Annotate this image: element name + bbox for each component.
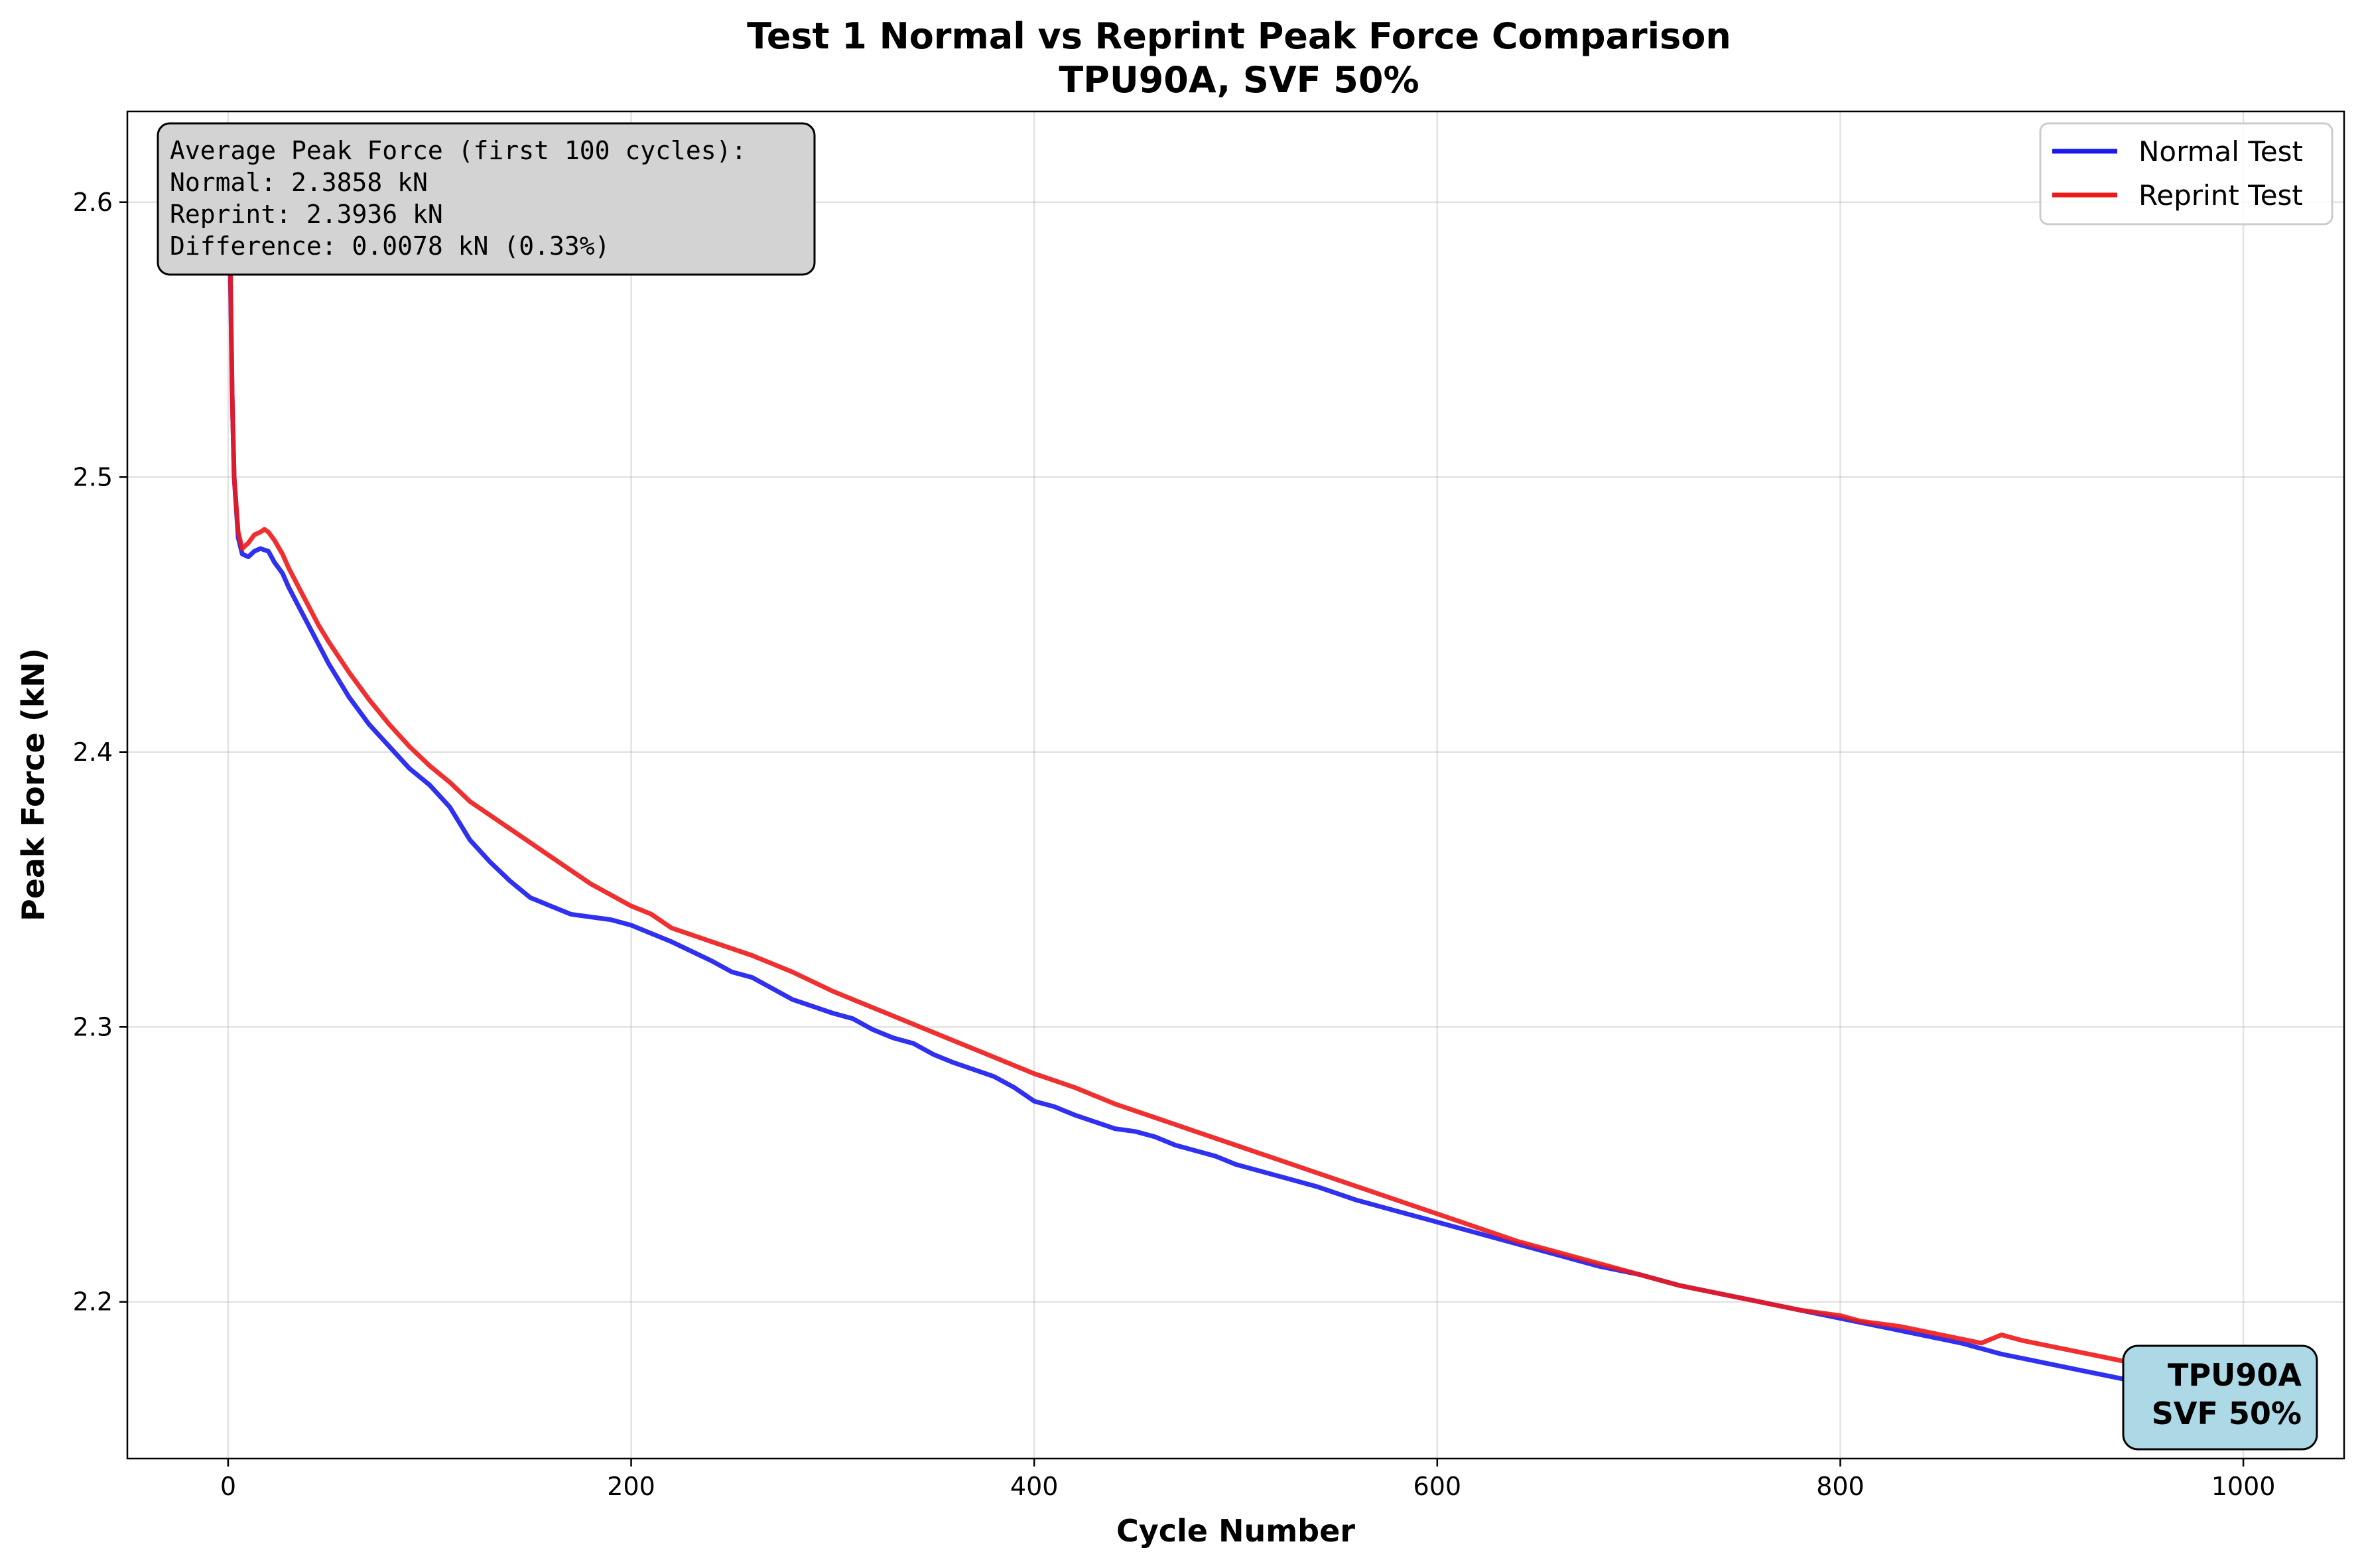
legend-label-reprint: Reprint Test (2138, 179, 2303, 212)
plot-frame (126, 110, 2345, 1460)
y-tick-label: 2.2 (73, 1287, 113, 1317)
stats-line-heading: Average Peak Force (first 100 cycles): (170, 136, 746, 165)
series-line-reprint (226, 145, 2166, 1370)
material-badge: TPU90A SVF 50% (2122, 1344, 2318, 1451)
stats-box: Average Peak Force (first 100 cycles): N… (157, 122, 816, 276)
grid (127, 111, 2344, 1459)
stats-line-difference: Difference: 0.0078 kN (0.33%) (170, 231, 610, 261)
y-tick-label: 2.6 (73, 188, 113, 217)
x-tick-label: 400 (1010, 1472, 1059, 1501)
badge-line-material: TPU90A (2168, 1357, 2302, 1393)
x-tick-label: 200 (607, 1472, 655, 1501)
y-tick-label: 2.5 (73, 462, 113, 491)
legend: Normal Test Reprint Test (2039, 122, 2333, 226)
y-tick-label: 2.3 (73, 1012, 113, 1041)
x-tick-label: 0 (220, 1472, 236, 1501)
x-tick-label: 1000 (2211, 1472, 2276, 1501)
y-tick-label: 2.4 (73, 738, 113, 767)
badge-background (2122, 1344, 2318, 1451)
stats-line-reprint: Reprint: 2.3936 kN (170, 200, 443, 229)
axis-ticks: 0 200 400 600 800 1000 2.2 2.3 2.4 2.5 2.6 (73, 188, 2276, 1501)
x-tick-label: 800 (1816, 1472, 1865, 1501)
x-axis-label: Cycle Number (1116, 1513, 1355, 1549)
chart-title: Test 1 Normal vs Reprint Peak Force Comp… (747, 15, 1731, 57)
x-tick-label: 600 (1413, 1472, 1462, 1501)
y-axis-label: Peak Force (kN) (15, 648, 51, 921)
badge-line-svf: SVF 50% (2152, 1396, 2302, 1431)
chart-subtitle: TPU90A, SVF 50% (1059, 59, 1419, 101)
stats-line-normal: Normal: 2.3858 kN (170, 168, 428, 197)
series-line-normal (226, 200, 2166, 1387)
legend-label-normal: Normal Test (2138, 135, 2303, 168)
stats-box-background (157, 122, 816, 276)
legend-frame (2039, 122, 2333, 226)
series-lines (226, 145, 2166, 1387)
